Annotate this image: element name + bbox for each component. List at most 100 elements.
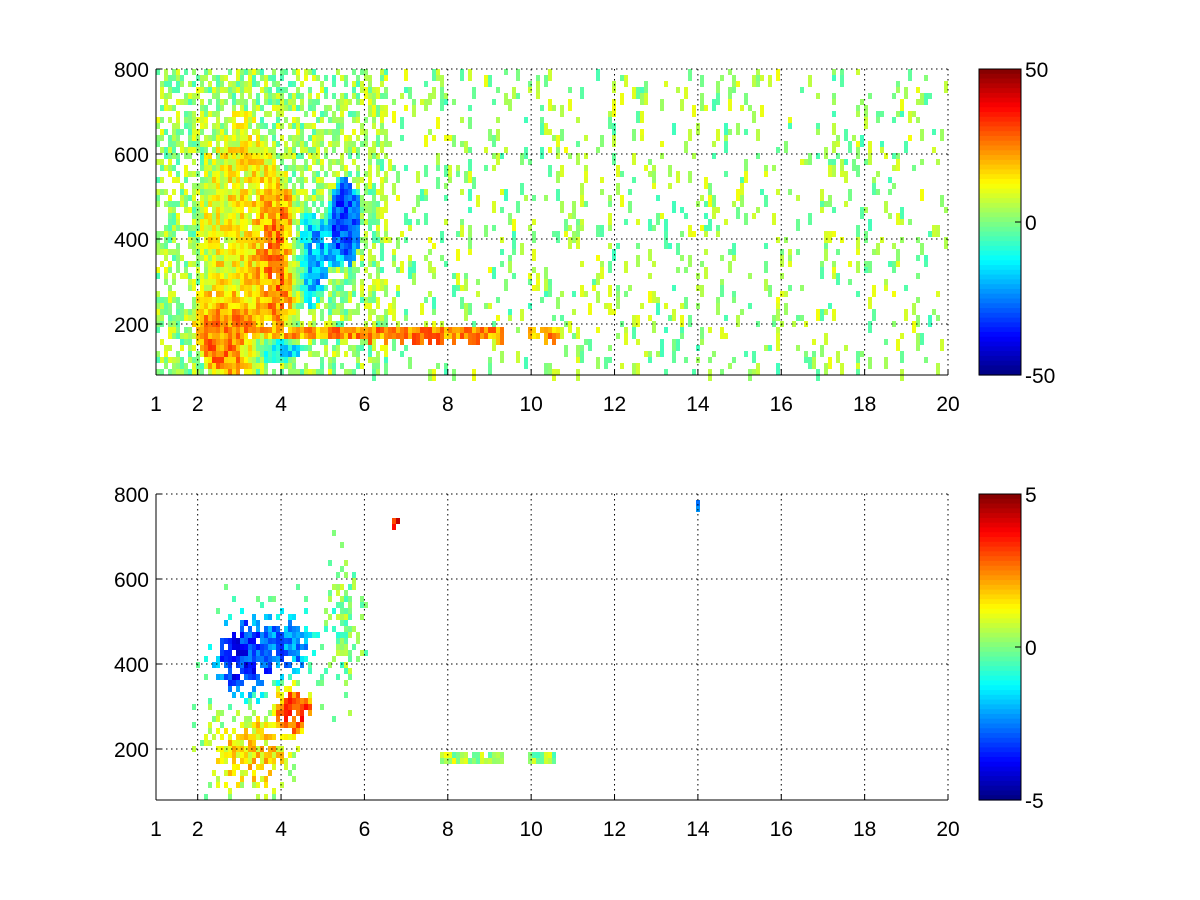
heatmap-cell <box>292 105 296 111</box>
heatmap-cell <box>236 213 240 219</box>
heatmap-cell <box>208 255 212 261</box>
heatmap-cell <box>232 746 236 752</box>
heatmap-cell <box>228 746 232 752</box>
heatmap-cell <box>240 135 244 141</box>
heatmap-cell <box>444 333 448 339</box>
heatmap-cell <box>232 680 236 686</box>
heatmap-cell <box>340 279 344 285</box>
heatmap-cell <box>340 213 344 219</box>
heatmap-cell <box>376 315 380 321</box>
heatmap-cell <box>232 327 236 333</box>
heatmap-cell <box>276 171 280 177</box>
heatmap-cell <box>260 171 264 177</box>
heatmap-cell <box>208 644 212 650</box>
colorbar-swatch <box>979 222 1021 228</box>
heatmap-cell <box>364 117 368 123</box>
heatmap-cell <box>228 273 232 279</box>
heatmap-cell <box>300 165 304 171</box>
heatmap-cell <box>280 267 284 273</box>
heatmap-cell <box>832 165 836 177</box>
heatmap-cell <box>632 327 636 339</box>
heatmap-cell <box>548 165 552 177</box>
heatmap-cell <box>216 315 220 321</box>
heatmap-cell <box>284 345 288 351</box>
heatmap-cell <box>344 243 348 249</box>
heatmap-cell <box>360 81 364 87</box>
heatmap-cell <box>256 345 260 351</box>
heatmap-cell <box>432 333 436 339</box>
heatmap-cell <box>336 195 340 201</box>
heatmap-cell <box>296 692 300 698</box>
colorbar-swatch <box>979 780 1021 787</box>
heatmap-cell <box>288 99 292 105</box>
heatmap-cell <box>160 297 164 303</box>
heatmap-cell <box>620 195 624 207</box>
heatmap-cell <box>268 638 272 644</box>
heatmap-cell <box>332 267 336 273</box>
heatmap-cell <box>312 69 316 75</box>
heatmap-cell <box>800 159 804 165</box>
heatmap-cell <box>468 249 472 255</box>
heatmap-cell <box>240 75 244 81</box>
heatmap-cell <box>228 135 232 141</box>
x-tick-label: 4 <box>275 393 287 416</box>
heatmap-cell <box>172 153 176 159</box>
heatmap-cell <box>352 345 356 351</box>
heatmap-cell <box>704 201 708 207</box>
heatmap-cell <box>208 225 212 231</box>
heatmap-cell <box>252 231 256 237</box>
heatmap-cell <box>192 249 196 255</box>
heatmap-cell <box>172 105 176 111</box>
heatmap-cell <box>348 135 352 141</box>
heatmap-cell <box>192 195 196 201</box>
heatmap-cell <box>168 135 172 141</box>
heatmap-cell <box>316 249 320 255</box>
heatmap-cell <box>340 644 344 650</box>
heatmap-cell <box>332 297 336 303</box>
heatmap-cell <box>712 99 716 111</box>
heatmap-cell <box>224 752 228 758</box>
heatmap-cell <box>276 710 280 716</box>
heatmap-cell <box>164 273 168 279</box>
heatmap-cell <box>764 243 768 249</box>
heatmap-cell <box>520 183 524 195</box>
heatmap-cell <box>216 351 220 357</box>
heatmap-cell <box>292 626 296 632</box>
heatmap-cell <box>900 333 904 339</box>
heatmap-cell <box>156 291 160 297</box>
heatmap-cell <box>432 321 436 327</box>
heatmap-cell <box>256 734 260 740</box>
heatmap-cell <box>664 303 668 309</box>
heatmap-cell <box>188 261 192 267</box>
heatmap-cell <box>424 81 428 87</box>
heatmap-cell <box>168 345 172 351</box>
heatmap-cell <box>240 237 244 243</box>
heatmap-cell <box>308 99 312 105</box>
heatmap-cell <box>340 297 344 303</box>
heatmap-cell <box>276 285 280 291</box>
heatmap-cell <box>232 644 236 650</box>
heatmap-cell <box>308 123 312 129</box>
heatmap-cell <box>776 339 780 351</box>
heatmap-cell <box>348 225 352 231</box>
heatmap-cell <box>164 189 168 195</box>
heatmap-cell <box>384 219 388 225</box>
heatmap-cell <box>272 279 276 285</box>
heatmap-cell <box>232 279 236 285</box>
heatmap-cell <box>236 746 240 752</box>
heatmap-cell <box>536 93 540 99</box>
heatmap-cell <box>240 231 244 237</box>
heatmap-cell <box>340 129 344 135</box>
heatmap-cell <box>208 213 212 219</box>
heatmap-cell <box>324 668 328 674</box>
heatmap-cell <box>840 237 844 243</box>
heatmap-cell <box>212 231 216 237</box>
heatmap-cell <box>672 201 676 213</box>
heatmap-cell <box>300 207 304 213</box>
heatmap-cell <box>212 75 216 81</box>
heatmap-cell <box>268 614 272 620</box>
heatmap-cell <box>540 327 544 333</box>
heatmap-cell <box>212 165 216 171</box>
heatmap-cell <box>296 746 300 752</box>
heatmap-cell <box>596 357 600 369</box>
